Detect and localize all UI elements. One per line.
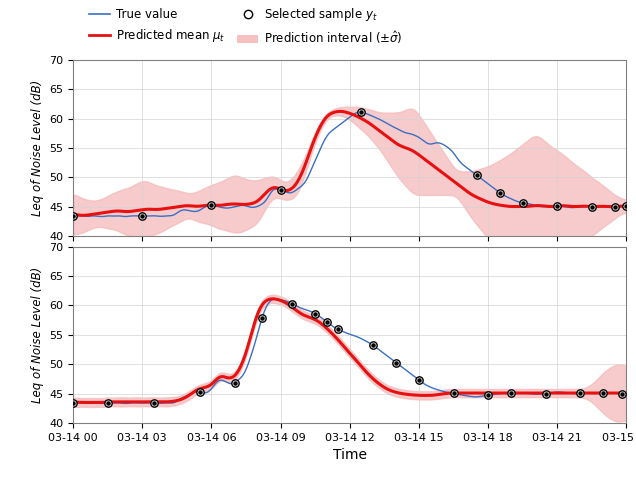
Point: [230, 379, 240, 386]
Point: [149, 399, 159, 407]
Point: [102, 399, 113, 407]
Y-axis label: Leq of Noise Level (dB): Leq of Noise Level (dB): [31, 80, 44, 216]
Y-axis label: Leq of Noise Level (dB): Leq of Noise Level (dB): [31, 267, 44, 403]
Point: [610, 203, 620, 210]
Point: [230, 379, 240, 386]
Point: [137, 212, 148, 220]
Point: [552, 202, 562, 210]
Point: [310, 310, 321, 317]
Point: [195, 388, 205, 396]
Point: [322, 318, 332, 326]
Point: [322, 318, 332, 326]
Point: [495, 189, 505, 196]
Point: [621, 202, 632, 210]
Point: [576, 390, 586, 397]
Point: [356, 109, 366, 116]
Point: [68, 399, 78, 407]
Point: [368, 341, 378, 349]
Point: [598, 389, 609, 396]
Point: [471, 171, 481, 179]
Point: [414, 376, 424, 384]
Point: [448, 390, 459, 397]
Point: [576, 390, 586, 397]
Point: [68, 399, 78, 407]
Point: [68, 212, 78, 220]
Point: [310, 310, 321, 317]
Point: [275, 186, 286, 194]
Point: [621, 202, 632, 210]
Point: [483, 391, 494, 399]
Point: [471, 171, 481, 179]
Point: [68, 212, 78, 220]
Point: [541, 390, 551, 397]
Point: [275, 186, 286, 194]
Point: [257, 314, 267, 321]
Point: [541, 390, 551, 397]
Point: [483, 391, 494, 399]
Point: [333, 326, 343, 333]
Point: [206, 202, 216, 209]
Point: [495, 189, 505, 196]
Point: [257, 314, 267, 321]
Point: [506, 389, 516, 396]
Point: [333, 326, 343, 333]
Point: [287, 300, 297, 307]
Point: [414, 376, 424, 384]
Point: [518, 199, 528, 206]
Point: [391, 358, 401, 366]
Point: [506, 389, 516, 396]
Point: [368, 341, 378, 349]
Point: [610, 203, 620, 210]
Point: [149, 399, 159, 407]
Point: [206, 202, 216, 209]
Point: [137, 212, 148, 220]
Point: [552, 202, 562, 210]
Point: [448, 390, 459, 397]
X-axis label: Time: Time: [333, 448, 367, 462]
Point: [587, 203, 597, 210]
Point: [356, 109, 366, 116]
Point: [102, 399, 113, 407]
Point: [195, 388, 205, 396]
Point: [287, 300, 297, 307]
Point: [617, 390, 627, 397]
Point: [617, 390, 627, 397]
Point: [518, 199, 528, 206]
Point: [587, 203, 597, 210]
Point: [391, 358, 401, 366]
Legend: True value, Predicted mean $\mu_t$, Selected sample $y_t$, Prediction interval (: True value, Predicted mean $\mu_t$, Sele…: [88, 6, 403, 46]
Point: [598, 389, 609, 396]
